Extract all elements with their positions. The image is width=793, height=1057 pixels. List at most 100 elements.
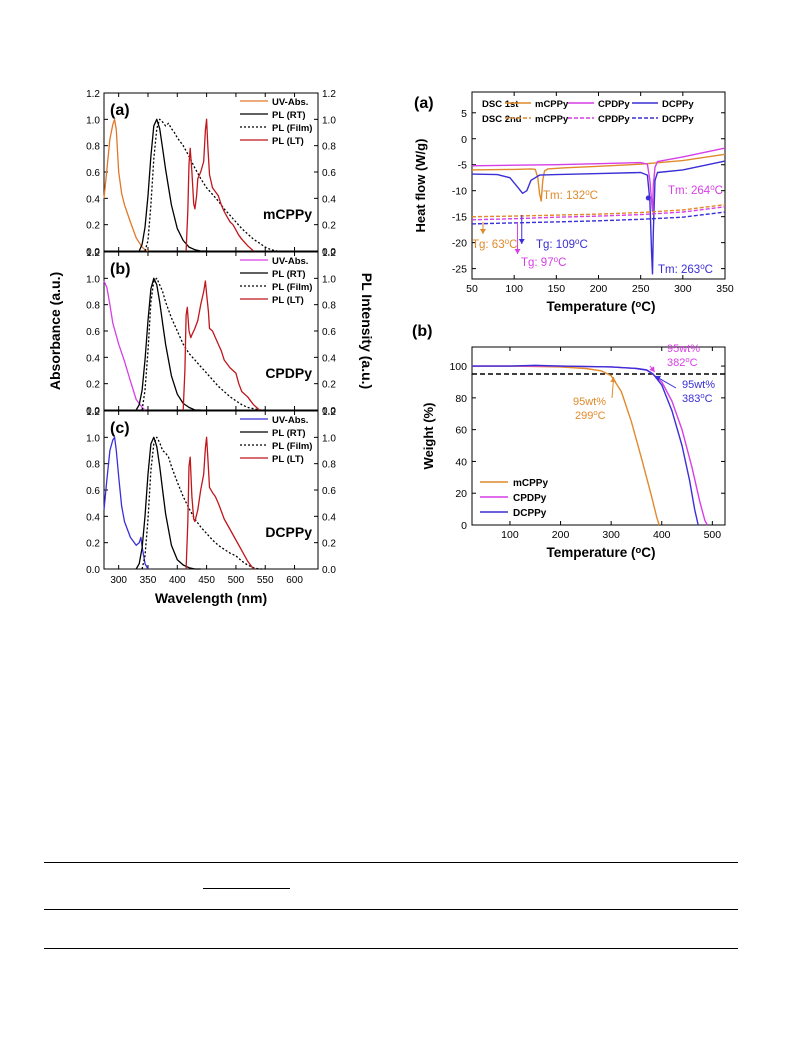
series-line-plrt	[138, 118, 207, 252]
right-y-tick-label: 1.0	[322, 274, 336, 285]
dsc-x-tick-label: 350	[716, 283, 734, 295]
legend-label: PL (RT)	[272, 428, 306, 439]
dsc-legend-label: DCPPy	[662, 99, 694, 110]
dsc-legend-title: DSC 1st	[482, 99, 519, 110]
table-header-underline	[203, 888, 290, 889]
legend-label: PL (RT)	[272, 110, 306, 121]
tga-ann-dcppy-line1: 95wt%	[682, 379, 715, 391]
series-line-pllt	[185, 118, 254, 252]
left-y-axis-title: Absorbance (a.u.)	[47, 272, 63, 390]
dsc-series-cpdpy-2nd	[471, 206, 726, 221]
dsc-y-tick-label: 0	[461, 134, 467, 146]
legend-label: PL (LT)	[272, 454, 304, 465]
tga-legend-label: mCPPy	[513, 478, 548, 489]
right-y-tick-label: 1.0	[322, 433, 336, 444]
legend-label: PL (LT)	[272, 136, 304, 147]
series-line-uvabs	[103, 436, 149, 570]
right-y-tick-label: 0.4	[322, 512, 336, 523]
tga-x-axis-title: Temperature (oC)	[547, 545, 656, 560]
left-y-tick-label: 0.4	[86, 512, 100, 523]
tga-y-tick-label: 0	[461, 520, 467, 532]
panel-label: (a)	[110, 102, 130, 119]
tga-panel-label: (b)	[412, 323, 432, 340]
dsc-legend-label: CPDPy	[598, 99, 630, 110]
legend-label: UV-Abs.	[272, 256, 308, 267]
tga-y-axis-title: Weight (%)	[421, 403, 436, 470]
left-y-tick-label: 1.2	[86, 407, 100, 418]
tg-cpdpy-arrow-head	[514, 249, 521, 254]
left-y-tick-label: 1.2	[86, 89, 100, 100]
right-y-tick-label: 0.8	[322, 142, 336, 153]
dsc-y-tick-label: -15	[452, 212, 467, 224]
left-y-tick-label: 0.6	[86, 486, 100, 497]
left-y-tick-label: 1.0	[86, 274, 100, 285]
dsc-y-tick-label: 5	[461, 108, 467, 120]
panel-label: (b)	[110, 261, 130, 278]
left-y-tick-label: 1.0	[86, 433, 100, 444]
right-y-tick-label: 0.0	[322, 565, 336, 576]
dsc-y-tick-label: -5	[458, 160, 467, 172]
right-y-tick-label: 0.4	[322, 353, 336, 364]
tga-series-mcppy	[472, 365, 660, 526]
left-y-tick-label: 0.8	[86, 142, 100, 153]
dsc-x-tick-label: 150	[548, 283, 566, 295]
x-tick-label: 500	[228, 575, 245, 586]
dsc-series-mcppy-2nd	[471, 204, 726, 218]
tg-dcppy-label: Tg: 109oC	[536, 237, 588, 251]
series-line-uvabs	[103, 118, 149, 252]
legend-label: PL (Film)	[272, 282, 312, 293]
tga-y-tick-label: 80	[455, 393, 467, 405]
compound-label: CPDPy	[265, 365, 312, 381]
right-y-tick-label: 0.0	[322, 247, 336, 258]
tg-dcppy-arrow-head	[518, 239, 525, 244]
left-y-tick-label: 0.6	[86, 327, 100, 338]
panel-label: (c)	[110, 420, 130, 437]
legend-label: UV-Abs.	[272, 97, 308, 108]
tm-dcppy-label: Tm: 263oC	[658, 262, 713, 276]
series-line-pllt	[185, 436, 255, 570]
compound-label: DCPPy	[265, 524, 312, 540]
right-y-tick-label: 0.6	[322, 168, 336, 179]
dsc-legend-title: DSC 2nd	[482, 114, 522, 125]
left-y-tick-label: 0.4	[86, 194, 100, 205]
dsc-series-mcppy-1st	[471, 153, 726, 202]
tga-y-tick-label: 60	[455, 425, 467, 437]
left-y-tick-label: 0.2	[86, 539, 100, 550]
dsc-legend-label: CPDPy	[598, 114, 630, 125]
dsc-legend-label: mCPPy	[535, 114, 569, 125]
tga-ann-cpdpy-line2: 382oC	[667, 355, 698, 369]
tga-x-tick-label: 400	[653, 529, 671, 541]
x-tick-label: 450	[198, 575, 215, 586]
tga-x-tick-label: 500	[704, 529, 722, 541]
dsc-series-dcppy-1st	[471, 160, 726, 275]
table-mid-rule	[44, 909, 738, 910]
tg-mcppy-label: Tg: 63oC	[472, 237, 517, 251]
dsc-y-tick-label: -20	[452, 238, 467, 250]
dsc-series-cpdpy-1st	[471, 147, 726, 213]
left-y-tick-label: 0.6	[86, 168, 100, 179]
right-y-tick-label: 1.2	[322, 407, 336, 418]
right-y-axis-title: PL Intensity (a.u.)	[359, 273, 375, 389]
tga-ann-mcppy-arrow-head	[610, 377, 617, 383]
legend-label: PL (LT)	[272, 295, 304, 306]
legend-label: PL (Film)	[272, 123, 312, 134]
dsc-x-tick-label: 300	[674, 283, 692, 295]
tga-y-tick-label: 40	[455, 456, 467, 468]
tga-ann-mcppy-line2: 299oC	[575, 408, 606, 422]
tga-x-tick-label: 300	[602, 529, 620, 541]
x-tick-label: 600	[286, 575, 303, 586]
legend-label: PL (RT)	[272, 269, 306, 280]
right-y-tick-label: 0.2	[322, 380, 336, 391]
left-y-tick-label: 1.0	[86, 115, 100, 126]
legend-label: PL (Film)	[272, 441, 312, 452]
tm-cpdpy-label: Tm: 264oC	[668, 183, 723, 197]
right-y-tick-label: 1.2	[322, 89, 336, 100]
tg-mcppy-arrow-head	[479, 229, 486, 234]
right-y-tick-label: 0.6	[322, 486, 336, 497]
tga-legend-label: CPDPy	[513, 493, 547, 504]
left-y-tick-label: 0.0	[86, 565, 100, 576]
tga-series-cpdpy	[472, 365, 708, 526]
dsc-legend-label: DCPPy	[662, 114, 694, 125]
right-y-tick-label: 0.0	[322, 406, 336, 417]
left-y-tick-label: 0.4	[86, 353, 100, 364]
